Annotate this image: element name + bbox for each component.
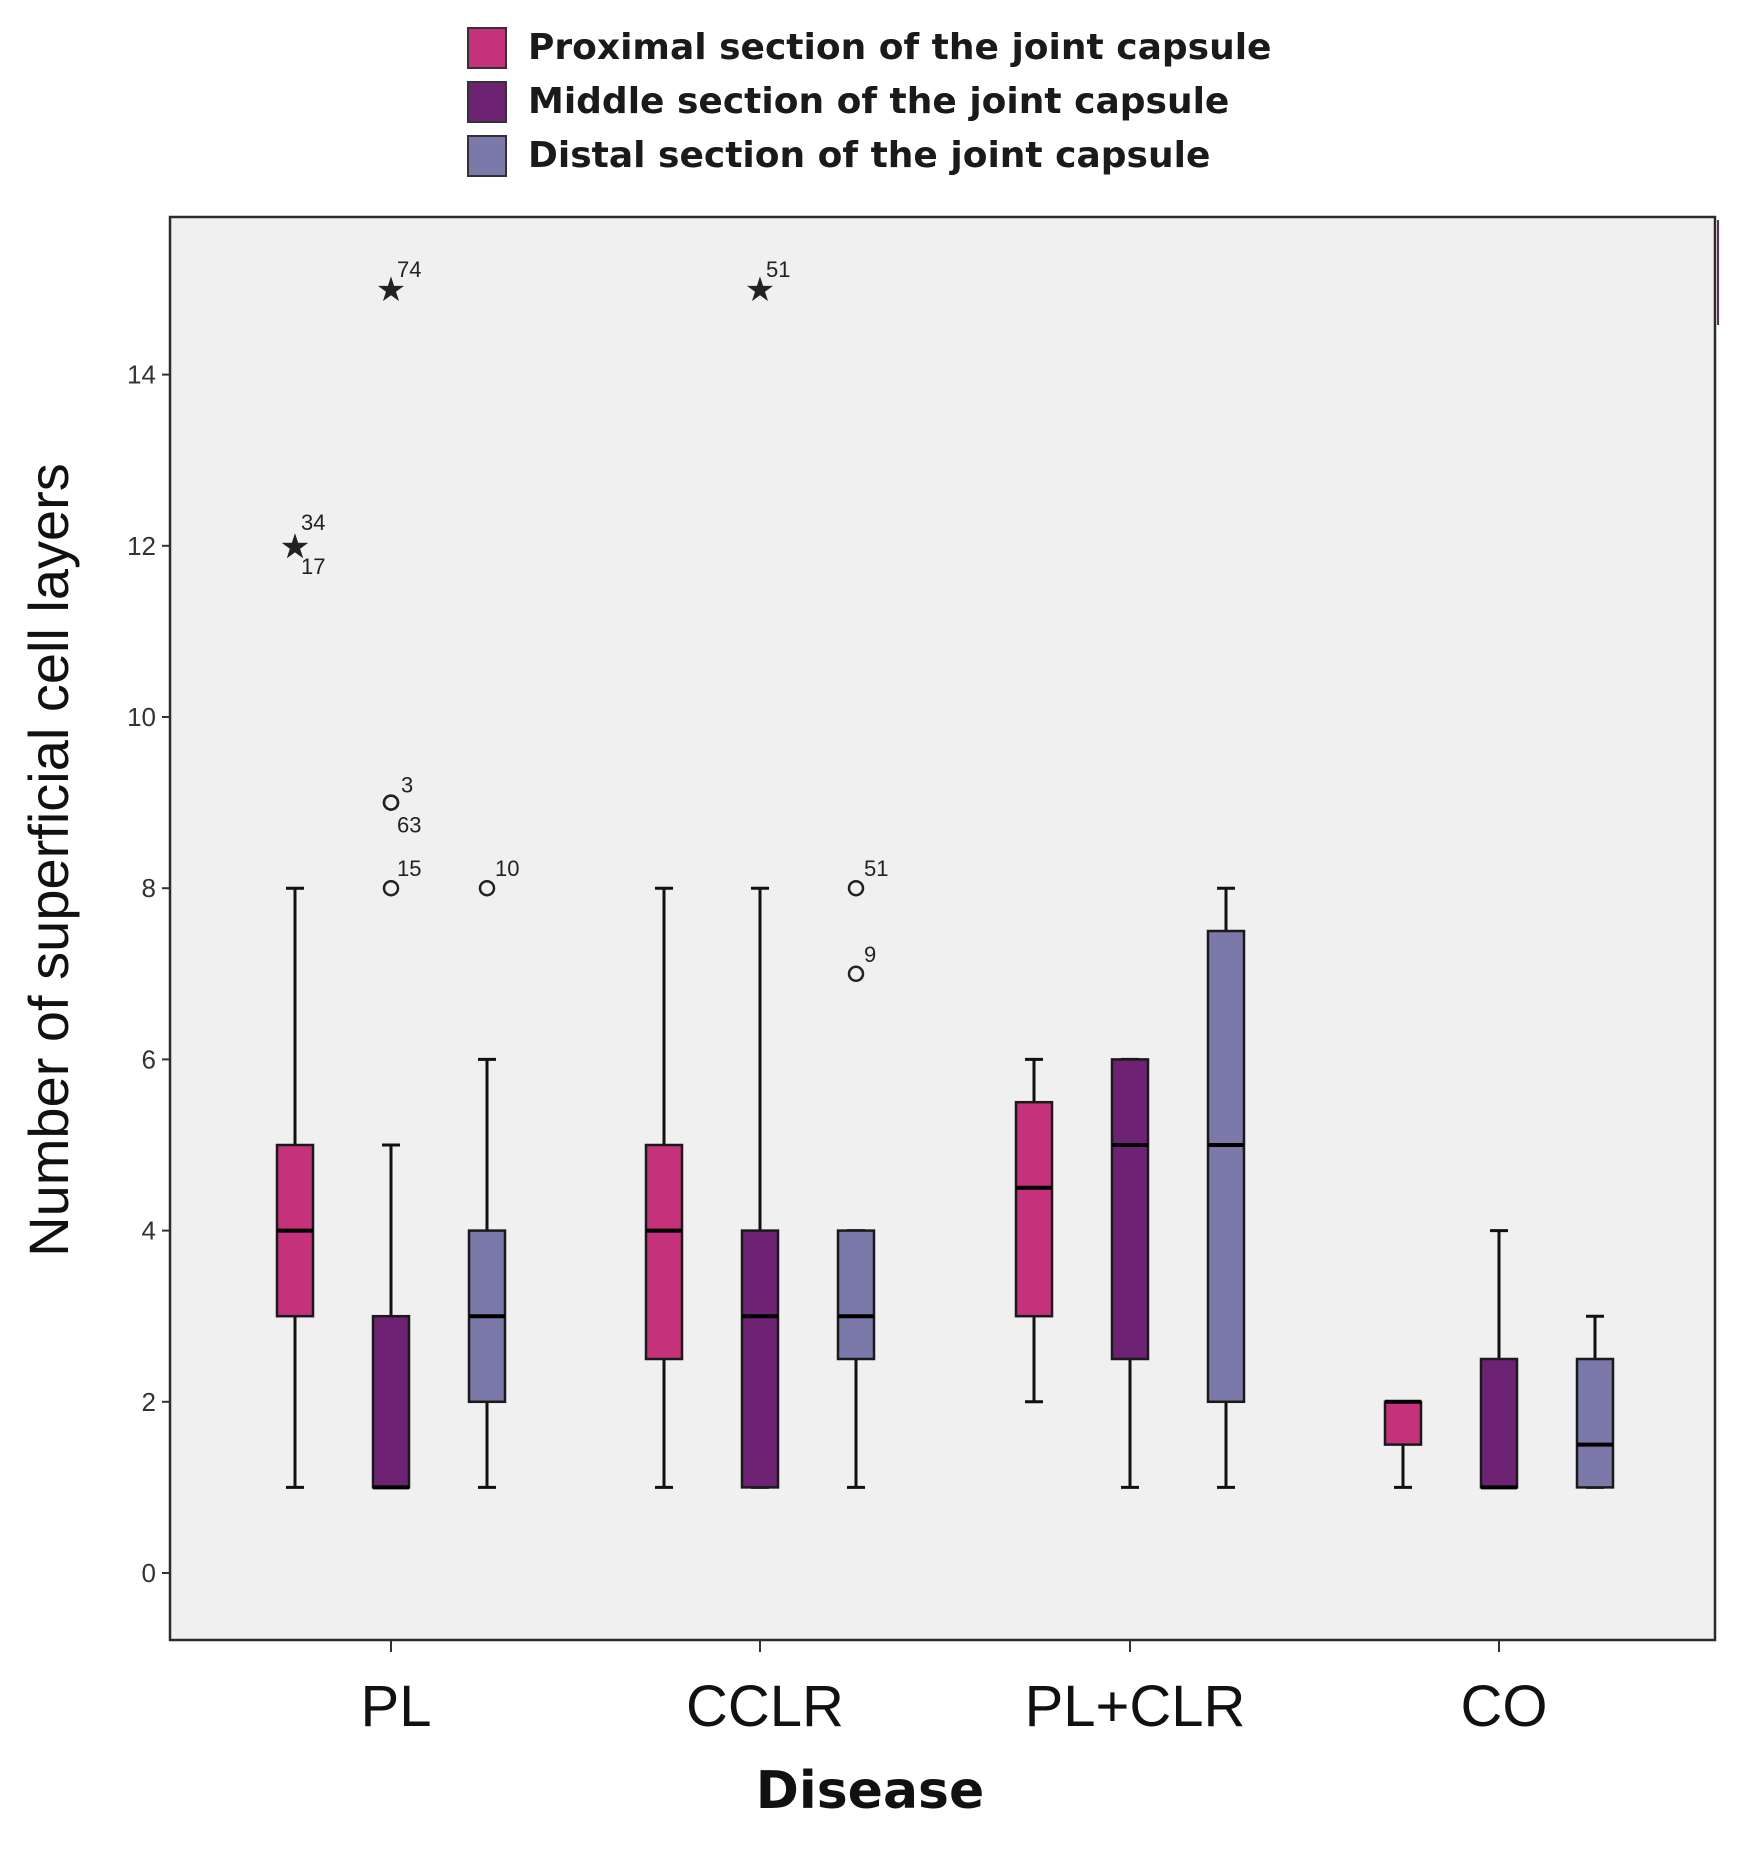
outlier-star: ★: [280, 528, 310, 566]
outlier-circle: [847, 965, 865, 983]
outlier-label: 3: [401, 773, 413, 798]
box-body: [1014, 1100, 1054, 1318]
outlier-9: 9: [847, 942, 876, 983]
outlier-74: ★74: [376, 257, 422, 309]
plot-area: [168, 215, 1717, 1642]
box-CO-2: [1575, 1314, 1615, 1489]
legend-label-2: Distal section of the joint capsule: [528, 135, 1210, 176]
y-axis: 0 2 4 6 8 10 12 14: [127, 360, 170, 1588]
y-tick-label: 2: [142, 1387, 156, 1417]
box-body: [1383, 1400, 1423, 1446]
outlier-10: 10: [478, 856, 519, 897]
box-PL-1: [371, 1143, 411, 1490]
outlier-label: 10: [495, 856, 519, 881]
y-tick-label: 4: [142, 1216, 156, 1246]
outlier-63: 63: [382, 794, 421, 838]
box-CCLR-0: [644, 886, 684, 1489]
box-body: [644, 1143, 684, 1361]
outlier-circle: [478, 879, 496, 897]
outlier-51: 51: [847, 856, 888, 897]
legend-swatch-0: [467, 27, 507, 69]
outlier-label: 15: [397, 856, 421, 881]
box-plots: [275, 886, 1615, 1490]
y-tick-label: 14: [127, 360, 156, 390]
x-axis: PL CCLR PL+CLR CO: [361, 1640, 1548, 1739]
x-category-label: PL: [361, 1674, 432, 1739]
box-PL+CLR-1: [1110, 1057, 1150, 1489]
y-tick-label: 8: [142, 873, 156, 903]
y-tick-label: 12: [127, 531, 156, 561]
box-body: [1575, 1357, 1615, 1489]
y-axis-title: Number of superficial cell layers: [17, 463, 80, 1257]
y-tick-label: 0: [142, 1558, 156, 1588]
box-PL+CLR-0: [1014, 1057, 1054, 1404]
box-CO-1: [1479, 1229, 1519, 1490]
box-body: [740, 1229, 780, 1489]
outlier-51: ★51: [745, 257, 791, 309]
box-CCLR-1: [740, 886, 780, 1489]
outlier-label: 17: [301, 554, 325, 579]
outlier-star: ★: [280, 528, 310, 566]
legend: Proximal section of the joint capsule Mid…: [467, 27, 1271, 177]
x-axis-title: Disease: [756, 1761, 985, 1821]
outlier-15: 15: [382, 856, 421, 897]
outlier-label: 34: [301, 510, 325, 535]
outlier-label: 9: [864, 942, 876, 967]
legend-label-1: Middle section of the joint capsule: [528, 81, 1229, 122]
box-CCLR-2: [836, 1229, 876, 1489]
outlier-label: 74: [397, 257, 421, 282]
box-CO-0: [1383, 1399, 1423, 1489]
outlier-label: 51: [766, 257, 790, 282]
outlier-label: 63: [397, 813, 421, 838]
box-body: [1479, 1357, 1519, 1489]
outlier-star: ★: [745, 271, 775, 309]
outlier-label: 51: [864, 856, 888, 881]
box-PL-0: [275, 886, 315, 1489]
box-PL+CLR-2: [1206, 886, 1246, 1489]
outlier-17: ★17: [280, 528, 326, 579]
y-tick-label: 10: [127, 702, 156, 732]
legend-label-0: Proximal section of the joint capsule: [528, 27, 1271, 68]
x-category-label: CCLR: [686, 1674, 844, 1739]
x-category-label: CO: [1461, 1674, 1548, 1739]
outlier-circle: [847, 879, 865, 897]
box-body: [1206, 929, 1246, 1404]
box-body: [371, 1314, 411, 1489]
legend-swatch-1: [467, 81, 507, 123]
outlier-circle: [382, 794, 400, 811]
box-body: [836, 1229, 876, 1361]
outlier-34: ★34: [280, 510, 326, 566]
box-body: [1110, 1058, 1150, 1361]
legend-swatch-2: [467, 135, 507, 177]
box-PL-2: [467, 1057, 507, 1489]
outlier-star: ★: [376, 271, 406, 309]
outlier-circle: [382, 879, 400, 897]
x-category-label: PL+CLR: [1025, 1674, 1246, 1739]
y-tick-label: 6: [142, 1044, 156, 1074]
